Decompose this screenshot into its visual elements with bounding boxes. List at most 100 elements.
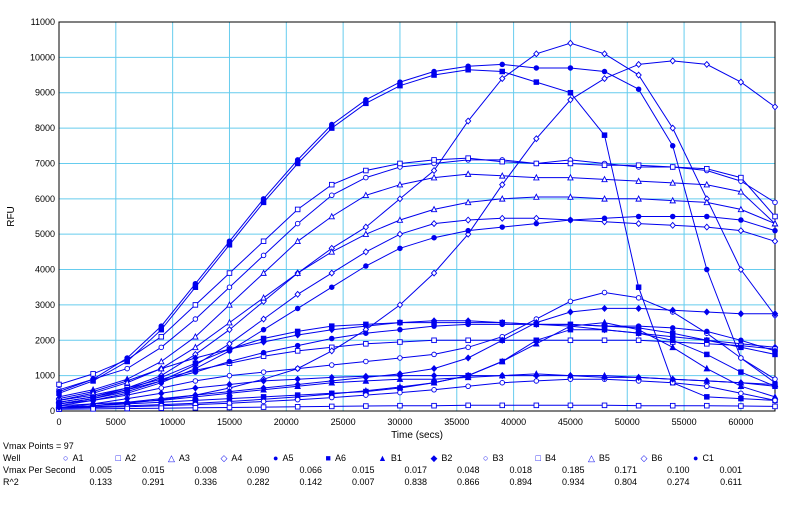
- x-tick-label: 55000: [672, 417, 697, 427]
- y-tick-label: 0: [50, 406, 55, 416]
- x-tick-label: 40000: [501, 417, 526, 427]
- well-header: ○ A1: [63, 452, 103, 464]
- data-point: [192, 369, 199, 375]
- data-point: [669, 337, 676, 344]
- data-point: [260, 404, 267, 410]
- well-marker-icon: ◆: [430, 453, 438, 463]
- data-point: [397, 402, 403, 409]
- data-point: [431, 337, 437, 344]
- data-point: [192, 360, 199, 367]
- well-header: ◆ B2: [431, 452, 471, 464]
- data-point: [363, 358, 369, 365]
- r2-value: 0.804: [614, 477, 637, 487]
- r2-value: 0.611: [720, 477, 742, 487]
- data-point: [328, 373, 335, 381]
- series-line: [58, 196, 776, 401]
- data-point: [363, 341, 369, 347]
- data-point: [158, 344, 165, 351]
- data-point: [464, 354, 472, 362]
- series-line: [58, 159, 776, 391]
- vmax-value: 0.015: [351, 465, 375, 475]
- r2-value: 0.007: [351, 477, 375, 487]
- data-point: [669, 196, 677, 204]
- data-point: [226, 340, 233, 348]
- well-name: A3: [178, 453, 190, 463]
- data-point: [704, 213, 710, 220]
- vmax-row-label: Vmax Per Second: [3, 465, 76, 475]
- data-point: [294, 220, 301, 227]
- data-point: [499, 224, 505, 230]
- data-point: [601, 175, 608, 183]
- vmax-value: 0.066: [299, 465, 322, 475]
- r2-value: 0.133: [89, 477, 112, 487]
- series-18: [56, 326, 778, 411]
- data-point: [465, 155, 471, 161]
- y-axis-label: RFU: [6, 206, 17, 227]
- data-point: [362, 372, 370, 380]
- data-point: [362, 223, 370, 231]
- data-point: [329, 335, 335, 342]
- data-point: [431, 387, 437, 393]
- data-point: [704, 328, 710, 335]
- data-point: [363, 330, 369, 336]
- series-2: [56, 155, 778, 388]
- data-point: [703, 198, 711, 206]
- r2-value: 0.274: [666, 477, 690, 487]
- data-point: [329, 192, 335, 199]
- data-point: [669, 402, 676, 409]
- x-tick-label: 20000: [274, 417, 299, 427]
- data-point: [669, 179, 677, 186]
- data-point: [737, 78, 745, 86]
- data-point: [498, 357, 506, 365]
- data-point: [533, 378, 540, 384]
- data-point: [601, 50, 608, 58]
- data-point: [294, 364, 301, 373]
- well-header: ○ B3: [483, 452, 523, 464]
- well-name: C1: [702, 453, 714, 463]
- well-name: A1: [72, 453, 84, 463]
- data-point: [226, 346, 233, 352]
- data-point: [601, 402, 608, 409]
- data-point: [635, 304, 642, 313]
- data-point: [533, 65, 540, 71]
- series-line: [58, 375, 776, 408]
- data-point: [601, 326, 608, 333]
- data-point: [363, 392, 369, 398]
- rfu-time-chart: 0 1000 2000 3000 4000 5000 6000 7000 8000 9000 100…: [6, 17, 779, 440]
- vmax-row: Vmax Per Second 0.005 0.015 0.008 0.090 0.06…: [3, 464, 798, 476]
- data-point: [260, 315, 267, 323]
- data-point: [669, 143, 676, 149]
- x-tick-label: 30000: [387, 417, 412, 427]
- well-name: B1: [390, 453, 402, 463]
- data-point: [226, 242, 233, 248]
- series-line: [58, 404, 776, 410]
- data-point: [533, 319, 540, 327]
- data-point: [226, 387, 233, 396]
- data-point: [260, 199, 267, 206]
- data-point: [294, 269, 302, 276]
- data-point: [396, 230, 404, 238]
- well-marker-icon: ◇: [640, 453, 648, 463]
- data-point: [601, 215, 608, 222]
- data-point: [669, 213, 676, 220]
- x-axis-label: Time (secs): [391, 430, 443, 440]
- series-16: [56, 321, 778, 405]
- data-point: [772, 376, 778, 382]
- y-tick-label: 6000: [35, 194, 55, 204]
- data-point: [396, 301, 404, 309]
- data-point: [363, 100, 369, 107]
- vmax-value: 0.171: [614, 465, 637, 475]
- data-point: [738, 344, 744, 351]
- well-header: ■ A6: [326, 452, 366, 464]
- data-point: [329, 323, 335, 329]
- series-line: [58, 173, 776, 398]
- data-point: [704, 337, 710, 344]
- data-point: [567, 322, 574, 329]
- data-point: [465, 337, 471, 344]
- data-point: [772, 199, 778, 206]
- data-point: [464, 198, 472, 206]
- y-tick-label: 9000: [35, 88, 55, 98]
- series-line: [58, 216, 776, 407]
- data-point: [294, 375, 301, 383]
- vmax-value: 0.017: [404, 465, 427, 475]
